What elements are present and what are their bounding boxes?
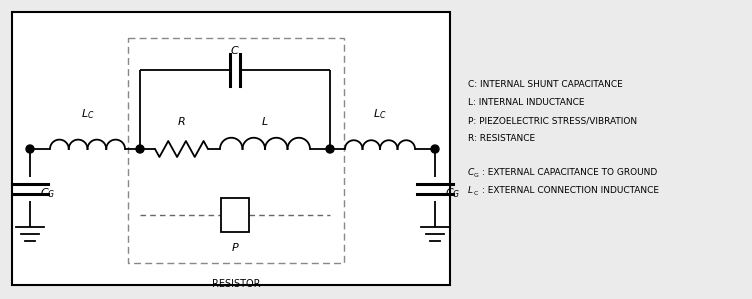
Text: $L_C$: $L_C$ [373, 107, 387, 121]
Text: $R$: $R$ [177, 115, 186, 127]
Text: $C_G$: $C_G$ [445, 186, 460, 200]
Text: C: C [474, 191, 478, 196]
Text: L: INTERNAL INDUCTANCE: L: INTERNAL INDUCTANCE [468, 98, 584, 107]
Text: G: G [474, 173, 479, 178]
Text: L: L [468, 186, 473, 195]
Circle shape [326, 145, 334, 153]
Text: $L$: $L$ [261, 115, 268, 127]
Circle shape [431, 145, 439, 153]
Text: : EXTERNAL CAPACITANCE TO GROUND: : EXTERNAL CAPACITANCE TO GROUND [482, 168, 657, 177]
Bar [12, 12, 450, 285]
Circle shape [136, 145, 144, 153]
Circle shape [26, 145, 34, 153]
Text: C: C [468, 168, 475, 177]
Bar [221, 198, 249, 232]
Text: $L_C$: $L_C$ [80, 107, 94, 121]
Text: R: RESISTANCE: R: RESISTANCE [468, 134, 535, 143]
Bar [128, 38, 344, 263]
Text: $P$: $P$ [231, 241, 239, 253]
Text: $C_G$: $C_G$ [40, 186, 56, 200]
Text: C: INTERNAL SHUNT CAPACITANCE: C: INTERNAL SHUNT CAPACITANCE [468, 80, 623, 89]
Text: RESISTOR: RESISTOR [212, 279, 260, 289]
Text: $C$: $C$ [230, 44, 240, 56]
Text: P: PIEZOELECTRIC STRESS/VIBRATION: P: PIEZOELECTRIC STRESS/VIBRATION [468, 116, 637, 125]
Text: : EXTERNAL CONNECTION INDUCTANCE: : EXTERNAL CONNECTION INDUCTANCE [482, 186, 659, 195]
